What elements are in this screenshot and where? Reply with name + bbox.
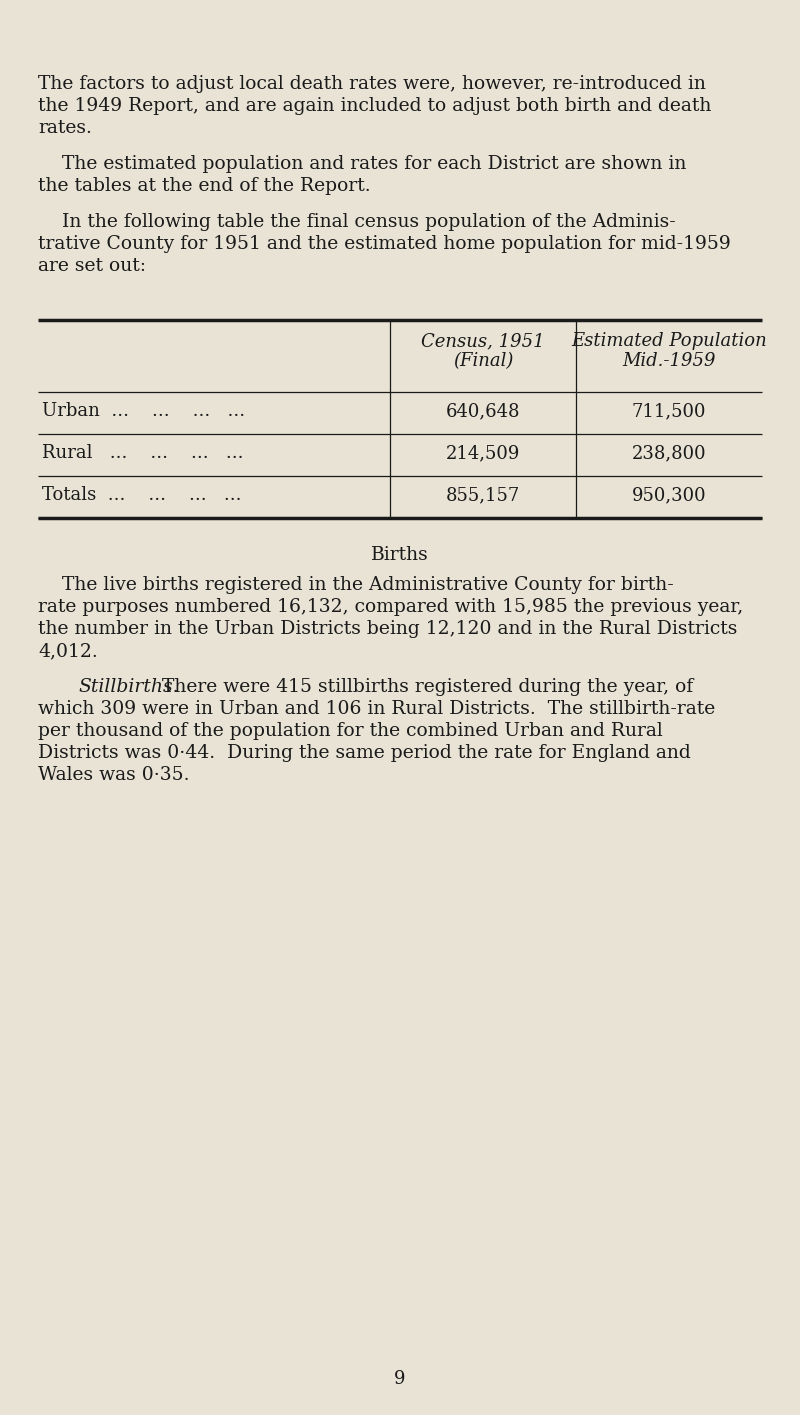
Text: 950,300: 950,300 [632, 485, 706, 504]
Text: 855,157: 855,157 [446, 485, 520, 504]
Text: Districts was 0·44.  During the same period the rate for England and: Districts was 0·44. During the same peri… [38, 744, 690, 763]
Text: Urban  ...    ...    ...   ...: Urban ... ... ... ... [42, 402, 245, 420]
Text: 640,648: 640,648 [446, 402, 520, 420]
Text: (Final): (Final) [453, 352, 513, 369]
Text: the number in the Urban Districts being 12,120 and in the Rural Districts: the number in the Urban Districts being … [38, 620, 738, 638]
Text: The estimated population and rates for each District are shown in: The estimated population and rates for e… [38, 156, 686, 173]
Text: Births: Births [371, 546, 429, 565]
Text: the tables at the end of the Report.: the tables at the end of the Report. [38, 177, 370, 195]
Text: The factors to adjust local death rates were, however, re-introduced in: The factors to adjust local death rates … [38, 75, 706, 93]
Text: rate purposes numbered 16,132, compared with 15,985 the previous year,: rate purposes numbered 16,132, compared … [38, 599, 743, 616]
Text: Estimated Population: Estimated Population [571, 333, 767, 350]
Text: 711,500: 711,500 [632, 402, 706, 420]
Text: There were 415 stillbirths registered during the year, of: There were 415 stillbirths registered du… [150, 678, 694, 696]
Text: Mid.-1959: Mid.-1959 [622, 352, 716, 369]
Text: trative County for 1951 and the estimated home population for mid-1959: trative County for 1951 and the estimate… [38, 235, 730, 253]
Text: 238,800: 238,800 [632, 444, 706, 463]
Text: 9: 9 [394, 1370, 406, 1388]
Text: which 309 were in Urban and 106 in Rural Districts.  The stillbirth-rate: which 309 were in Urban and 106 in Rural… [38, 700, 715, 717]
Text: the 1949 Report, and are again included to adjust both birth and death: the 1949 Report, and are again included … [38, 98, 711, 115]
Text: Rural   ...    ...    ...   ...: Rural ... ... ... ... [42, 444, 243, 463]
Text: Wales was 0·35.: Wales was 0·35. [38, 766, 190, 784]
Text: are set out:: are set out: [38, 258, 146, 275]
Text: The live births registered in the Administrative County for birth-: The live births registered in the Admini… [38, 576, 674, 594]
Text: Stillbirths.: Stillbirths. [78, 678, 178, 696]
Text: Census, 1951: Census, 1951 [421, 333, 545, 350]
Text: 214,509: 214,509 [446, 444, 520, 463]
Text: rates.: rates. [38, 119, 92, 137]
Text: In the following table the final census population of the Adminis-: In the following table the final census … [38, 214, 676, 231]
Text: per thousand of the population for the combined Urban and Rural: per thousand of the population for the c… [38, 722, 662, 740]
Text: Totals  ...    ...    ...   ...: Totals ... ... ... ... [42, 485, 242, 504]
Text: 4,012.: 4,012. [38, 642, 98, 659]
